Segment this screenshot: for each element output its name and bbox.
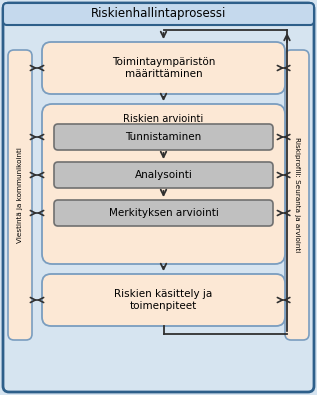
Text: Toimintaympäristön
määrittäminen: Toimintaympäristön määrittäminen	[112, 57, 215, 79]
FancyBboxPatch shape	[42, 274, 285, 326]
Text: Riskien käsittely ja
toimenpiteet: Riskien käsittely ja toimenpiteet	[114, 289, 213, 311]
Text: Tunnistaminen: Tunnistaminen	[126, 132, 202, 142]
FancyBboxPatch shape	[54, 124, 273, 150]
Text: Riskiprofili: Seuranta ja arviointi: Riskiprofili: Seuranta ja arviointi	[294, 137, 300, 253]
Text: Analysointi: Analysointi	[134, 170, 192, 180]
Text: Merkityksen arviointi: Merkityksen arviointi	[108, 208, 218, 218]
FancyBboxPatch shape	[8, 50, 32, 340]
FancyBboxPatch shape	[54, 200, 273, 226]
Text: Riskienhallintaprosessi: Riskienhallintaprosessi	[91, 8, 226, 21]
Text: Viestintä ja kommunikointi: Viestintä ja kommunikointi	[17, 147, 23, 243]
FancyBboxPatch shape	[3, 3, 314, 392]
FancyBboxPatch shape	[42, 42, 285, 94]
Text: Riskien arviointi: Riskien arviointi	[123, 114, 204, 124]
FancyBboxPatch shape	[42, 104, 285, 264]
FancyBboxPatch shape	[285, 50, 309, 340]
FancyBboxPatch shape	[3, 3, 314, 25]
FancyBboxPatch shape	[54, 162, 273, 188]
